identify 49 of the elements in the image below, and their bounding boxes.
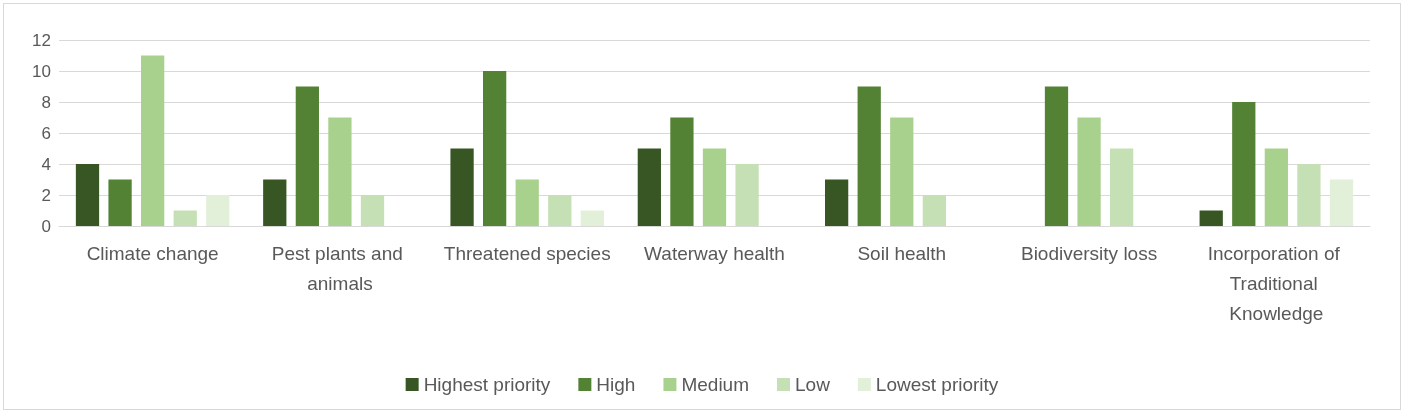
bar — [295, 86, 319, 226]
bar — [1297, 164, 1321, 226]
bar — [328, 117, 352, 226]
legend-label: Low — [795, 374, 831, 395]
x-tick-label: Soil health — [857, 242, 947, 264]
bar — [450, 148, 474, 226]
bar — [1199, 210, 1223, 226]
bar — [1329, 179, 1354, 226]
bar — [857, 86, 881, 226]
bar — [580, 210, 604, 226]
bar — [173, 210, 197, 226]
legend-label: High — [596, 374, 636, 395]
y-tick-label: 12 — [32, 30, 51, 50]
y-tick-label: 8 — [41, 92, 51, 112]
legend-label: Lowest priority — [875, 374, 999, 395]
bar — [670, 117, 694, 226]
bar — [1044, 86, 1069, 226]
bar — [263, 179, 287, 226]
bar — [108, 179, 132, 226]
bar — [702, 148, 727, 226]
y-tick-label: 2 — [41, 185, 51, 205]
y-tick-label: 0 — [41, 216, 51, 236]
bar — [1110, 148, 1134, 226]
bar — [548, 195, 572, 226]
bar — [735, 164, 759, 226]
x-tick-label: Threatened species — [443, 242, 611, 264]
x-tick-label: Climate change — [86, 242, 219, 264]
y-tick-label: 6 — [41, 123, 51, 143]
bar — [1077, 117, 1101, 226]
bar — [1264, 148, 1288, 226]
bar — [825, 179, 849, 226]
bar — [483, 71, 507, 226]
bar — [515, 179, 539, 226]
x-tick-label: Biodiversity loss — [1020, 242, 1158, 264]
bar — [1232, 102, 1256, 226]
bar — [922, 195, 946, 226]
bar — [141, 55, 165, 226]
bar — [890, 117, 914, 226]
y-tick-label: 10 — [32, 61, 51, 81]
x-tick-label: Incorporation of Traditional Knowledge — [1207, 242, 1346, 324]
x-tick-label: Pest plants and animals — [271, 242, 409, 294]
y-tick-label: 4 — [41, 154, 51, 174]
x-tick-label: Waterway health — [644, 242, 785, 264]
bar — [206, 195, 230, 226]
bar — [637, 148, 661, 226]
legend-label: Medium — [681, 374, 750, 395]
legend-label: Highest priority — [423, 374, 551, 395]
bar — [75, 164, 100, 226]
bar — [360, 195, 385, 226]
